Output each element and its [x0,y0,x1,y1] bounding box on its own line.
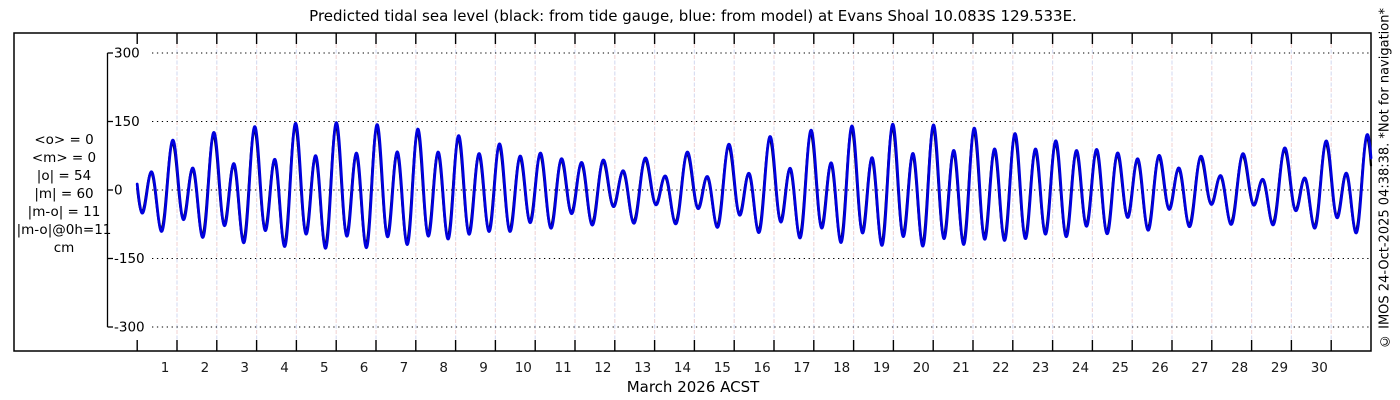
x-tick-label: 15 [714,360,731,376]
x-tick-label: 1 [161,360,170,376]
x-tick-label: 17 [793,360,810,376]
tide-series-model [135,121,1373,250]
x-tick-label: 18 [833,360,850,376]
x-tick-label: 4 [280,360,289,376]
x-tick-label: 24 [1072,360,1089,376]
x-tick-label: 30 [1311,360,1328,376]
x-tick-label: 13 [634,360,651,376]
x-tick-label: 8 [439,360,448,376]
x-tick-label: 9 [479,360,488,376]
x-tick-label: 14 [674,360,691,376]
y-tick-label: -300 [114,320,145,336]
x-tick-label: 23 [1032,360,1049,376]
x-tick-label: 29 [1271,360,1288,376]
y-tick-label: 150 [114,114,140,130]
stat-line: cm [53,240,75,256]
x-tick-label: 7 [400,360,409,376]
x-tick-label: 26 [1152,360,1169,376]
x-tick-label: 25 [1112,360,1129,376]
chart-title: Predicted tidal sea level (black: from t… [309,7,1077,25]
x-tick-label: 3 [240,360,249,376]
imos-watermark: © IMOS 24-Oct-2025 04:38:38. *Not for na… [1377,8,1393,348]
x-tick-label: 22 [992,360,1009,376]
x-tick-label: 11 [555,360,572,376]
x-tick-label: 16 [754,360,771,376]
y-tick-label: -150 [114,251,145,267]
stat-line: |m| = 60 [34,186,94,202]
stat-line: |m-o| = 11 [27,204,101,220]
stat-line: |o| = 54 [36,168,92,184]
x-tick-label: 6 [360,360,369,376]
x-tick-label: 2 [201,360,210,376]
stat-line: <m> = 0 [31,150,97,166]
y-tick-label: 300 [114,46,140,62]
x-tick-label: 10 [515,360,532,376]
stats-block: <o> = 0 <m> = 0 |o| = 54 |m| = 60 |m-o| = 11… [2,131,126,257]
plot-frame [13,32,1372,352]
x-tick-label: 5 [320,360,329,376]
x-tick-label: 28 [1231,360,1248,376]
x-tick-label: 12 [594,360,611,376]
x-tick-label: 27 [1191,360,1208,376]
stat-line: |m-o|@0h=11 [16,222,112,238]
stat-line: <o> = 0 [34,132,94,148]
y-tick-label: 0 [114,183,123,199]
x-tick-label: 20 [913,360,930,376]
x-axis-label: March 2026 ACST [626,378,760,396]
x-tick-label: 19 [873,360,890,376]
x-tick-label: 21 [953,360,970,376]
